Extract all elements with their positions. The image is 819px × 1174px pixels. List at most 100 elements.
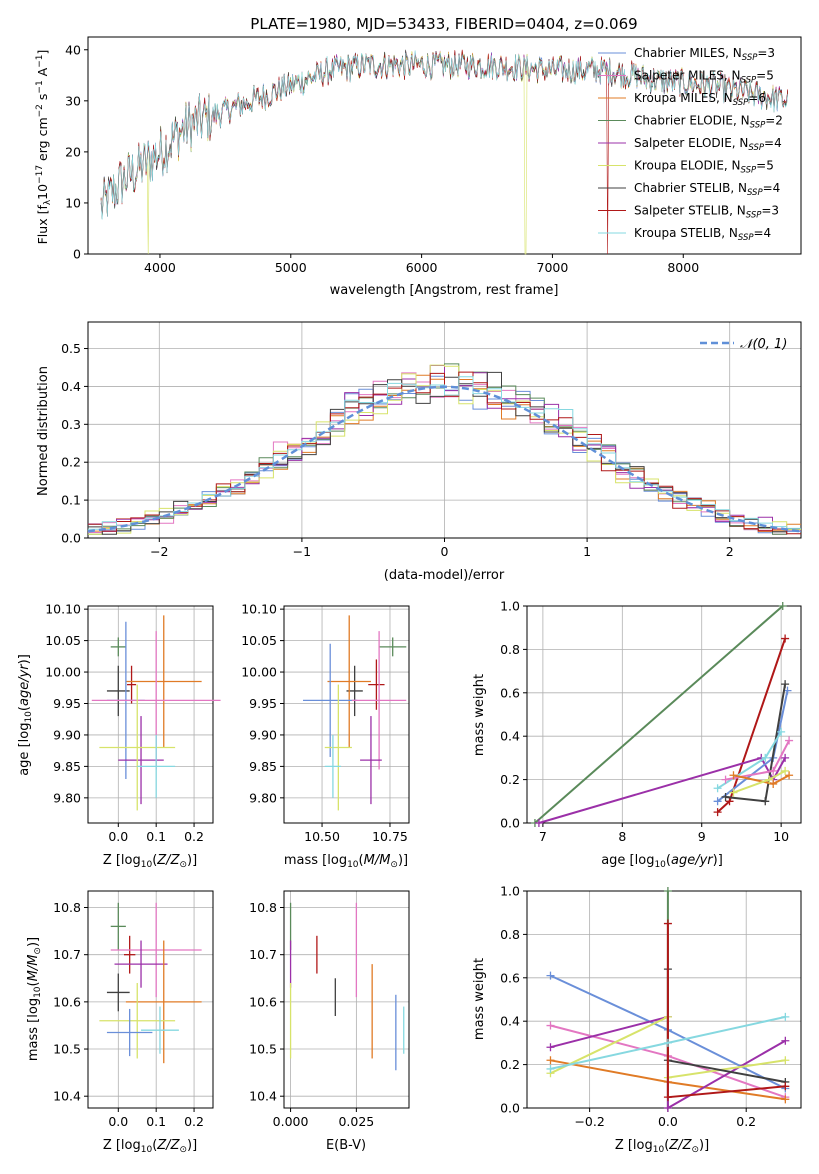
y-tick-label: 10.4 — [249, 1089, 277, 1104]
weight-marker-chabrier_elodie — [663, 887, 672, 895]
weight-marker-kroupa_elodie — [729, 788, 738, 797]
weight-marker-salpeter_miles — [769, 766, 778, 775]
residuals-ylabel: Normed distribution — [36, 366, 51, 496]
y-tick-label: 9.85 — [249, 759, 277, 774]
y-tick-label: 0.4 — [500, 1014, 520, 1029]
x-tick-label: 0.1 — [146, 829, 166, 844]
axes-frame — [87, 605, 214, 824]
x-tick-label: 10.75 — [372, 829, 408, 844]
weight-marker-kroupa_elodie — [781, 1056, 790, 1065]
x-tick-label: 5000 — [275, 260, 307, 275]
legend-eq: =3 — [757, 46, 775, 60]
legend-label-normal: 𝒩(0, 1) — [740, 337, 787, 352]
x-tick-label: 10.50 — [304, 829, 340, 844]
x-tick-label: 7000 — [537, 260, 569, 275]
y-tick-label: 9.85 — [53, 759, 81, 774]
x-tick-label: 0.2 — [736, 1114, 756, 1129]
x-tick-label: 0.025 — [338, 1114, 374, 1129]
mass-ebv-xlabel: E(B-V) — [326, 1138, 366, 1153]
x-tick-label: 1 — [583, 544, 591, 559]
y-tick-label: 0.0 — [500, 816, 520, 831]
weight-marker-salpeter_stelib — [663, 919, 672, 928]
age-vs-mass-panel: 10.50 10.75 9.80 9.85 9.90 9.95 10.00 10.05 10.1… — [241, 602, 410, 844]
legend-eq: =4 — [764, 136, 782, 150]
legend-sub: SSP — [741, 76, 757, 86]
y-tick-label: 0.8 — [500, 642, 520, 657]
weight-marker-chabrier_stelib — [781, 680, 790, 689]
axes-frame — [87, 321, 802, 539]
x-tick-label: 2 — [726, 544, 734, 559]
weight-marker-salpeter_miles — [785, 736, 794, 745]
weight-marker-kroupa_stelib — [713, 784, 722, 793]
y-tick-label: 0.8 — [500, 927, 520, 942]
y-tick-label: 0.2 — [61, 455, 81, 470]
y-tick-label: 10.10 — [241, 602, 277, 617]
weight-marker-kroupa_stelib — [777, 727, 786, 736]
y-tick-label: 0.4 — [61, 379, 81, 394]
mass-vs-z-panel: 0.0 0.1 0.2 10.4 10.5 10.6 10.7 10.8 — [53, 890, 214, 1129]
y-tick-label: 10.7 — [53, 947, 81, 962]
y-tick-label: 0.0 — [61, 531, 81, 546]
legend-eq: =5 — [756, 69, 774, 83]
x-tick-label: 0.0 — [108, 829, 128, 844]
age-z-xlabel: Z [log10(Z/Z⊙)] — [103, 853, 197, 870]
x-tick-label: 0.0 — [658, 1114, 678, 1129]
x-tick-label: 0.1 — [146, 1114, 166, 1129]
weight-marker-chabrier_miles — [546, 971, 555, 980]
legend-eq: =6 — [748, 91, 766, 105]
age-vs-z-panel: 0.0 0.1 0.2 9.80 9.85 9.90 9.95 10.00 10.05 10.10 — [45, 602, 221, 844]
y-tick-label: 10.5 — [249, 1042, 277, 1057]
weight-marker-salpeter_elodie — [534, 819, 543, 827]
weight-marker-kroupa_elodie — [781, 766, 790, 775]
legend-sub: SSP — [748, 143, 764, 153]
y-tick-label: 10.8 — [249, 900, 277, 915]
x-tick-label: 0.2 — [184, 1114, 204, 1129]
x-tick-label: 0 — [441, 544, 449, 559]
weight-marker-kroupa_miles — [785, 771, 794, 780]
weight-marker-salpeter_elodie — [546, 1043, 555, 1052]
legend-sub: SSP — [742, 53, 758, 63]
y-tick-label: 0.5 — [61, 341, 81, 356]
axes-frame — [87, 36, 802, 255]
weight-marker-salpeter_elodie — [663, 1104, 672, 1112]
weight-marker-chabrier_stelib — [721, 792, 730, 801]
y-tick-label: 10.5 — [53, 1042, 81, 1057]
y-tick-label: 10.8 — [53, 900, 81, 915]
weight-marker-kroupa_miles — [729, 771, 738, 780]
y-tick-label: 10.10 — [45, 602, 81, 617]
weight-marker-salpeter_elodie — [781, 1036, 790, 1045]
weight-marker-salpeter_elodie — [781, 753, 790, 762]
x-tick-label: −0.2 — [574, 1114, 604, 1129]
weight-marker-kroupa_stelib — [761, 753, 770, 762]
weight-marker-chabrier_stelib — [761, 797, 770, 806]
y-tick-label: 10.05 — [241, 633, 277, 648]
weight-marker-salpeter_stelib — [725, 797, 734, 806]
weight-age-ylabel: mass weight — [472, 674, 487, 756]
weight-line-salpeter_elodie — [538, 756, 786, 824]
x-tick-label: −1 — [293, 544, 311, 559]
mass-vs-ebv-panel: 0.000 0.025 10.4 10.5 10.6 10.7 10.8 — [249, 890, 410, 1129]
y-tick-label: 0.6 — [500, 970, 520, 985]
legend-eq: =4 — [763, 181, 781, 195]
x-tick-label: 0.0 — [108, 1114, 128, 1129]
age-mass-xlabel: mass [log10(M/M⊙)] — [284, 853, 408, 870]
weight-marker-salpeter_stelib — [663, 1093, 672, 1102]
weight-marker-kroupa_miles — [769, 779, 778, 788]
weight-marker-salpeter_stelib — [781, 634, 790, 643]
weight-marker-kroupa_miles — [546, 1056, 555, 1065]
histogram-kroupa_elodie — [88, 364, 801, 535]
x-tick-label: −2 — [150, 544, 168, 559]
figure-title: PLATE=1980, MJD=53433, FIBERID=0404, z=0… — [250, 15, 637, 33]
x-tick-label: 8 — [618, 829, 626, 844]
y-tick-label: 10.00 — [241, 665, 277, 680]
legend-label-kroupa_miles: Kroupa MILES, NSSP=6 — [634, 91, 766, 108]
y-tick-label: 0.3 — [61, 417, 81, 432]
y-tick-label: 9.80 — [53, 790, 81, 805]
legend-label-chabrier_elodie: Chabrier ELODIE, NSSP=2 — [634, 114, 783, 131]
x-tick-label: 4000 — [144, 260, 176, 275]
weight-marker-kroupa_elodie — [765, 775, 774, 784]
legend-label-kroupa_stelib: Kroupa STELIB, NSSP=4 — [634, 226, 771, 243]
axes-frame — [283, 605, 410, 824]
legend-eq: =4 — [754, 226, 772, 240]
